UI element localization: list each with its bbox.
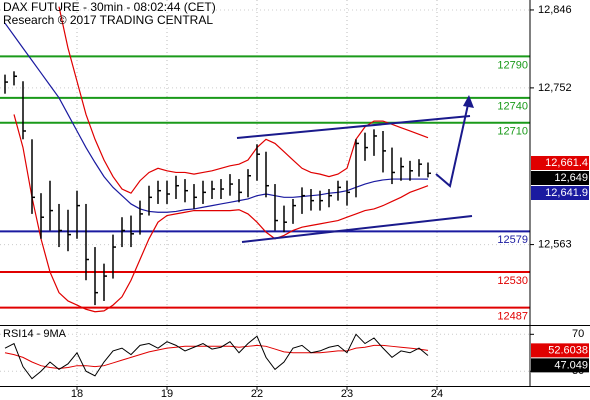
rsi-y-tick-label: 70 xyxy=(572,328,584,340)
badge-label: 47.049 xyxy=(554,359,588,371)
level-label: 12487 xyxy=(497,310,528,322)
x-tick-label: 24 xyxy=(431,388,443,400)
level-label: 12579 xyxy=(497,234,528,246)
x-tick-label: 18 xyxy=(71,388,83,400)
level-label: 12710 xyxy=(497,126,528,138)
channel-top xyxy=(236,115,471,139)
level-label: 12790 xyxy=(497,59,528,71)
y-tick-label: 12,752 xyxy=(538,82,572,94)
x-tick-label: 19 xyxy=(161,388,173,400)
chart-title: DAX FUTURE - 30min - 08:02:44 (CET) xyxy=(3,0,216,14)
rsi-line xyxy=(4,333,429,380)
overlay-line xyxy=(4,22,429,213)
price-badge xyxy=(531,343,589,358)
badge-label: 12,661.4 xyxy=(545,157,588,169)
price-badge xyxy=(531,185,589,200)
badge-label: 12,649 xyxy=(554,172,588,184)
axes: 181922232412,84612,75212,563703012,661.4… xyxy=(71,4,589,400)
price-badge xyxy=(531,155,589,170)
level-label: 12530 xyxy=(497,275,528,287)
rsi-title: RSI14 - 9MA xyxy=(3,328,67,340)
channel-bottom xyxy=(241,215,473,243)
level-label: 12740 xyxy=(497,101,528,113)
chart-subtitle: Research © 2017 TRADING CENTRAL xyxy=(3,13,213,27)
x-tick-label: 22 xyxy=(251,388,263,400)
forecast-arrow xyxy=(435,99,470,188)
price-badge xyxy=(531,170,589,185)
y-tick-label: 12,846 xyxy=(538,4,572,16)
rsi-ma-line xyxy=(4,344,429,369)
x-tick-label: 23 xyxy=(341,388,353,400)
badge-label: 52.6038 xyxy=(548,344,588,356)
trend-drawing xyxy=(236,99,473,243)
rsi-panel xyxy=(4,333,429,380)
badge-label: 12,641.9 xyxy=(545,187,588,199)
overlay-line xyxy=(13,114,429,313)
y-tick-label: 12,563 xyxy=(538,238,572,250)
price-badge xyxy=(531,358,589,373)
arrow-head xyxy=(463,95,474,108)
